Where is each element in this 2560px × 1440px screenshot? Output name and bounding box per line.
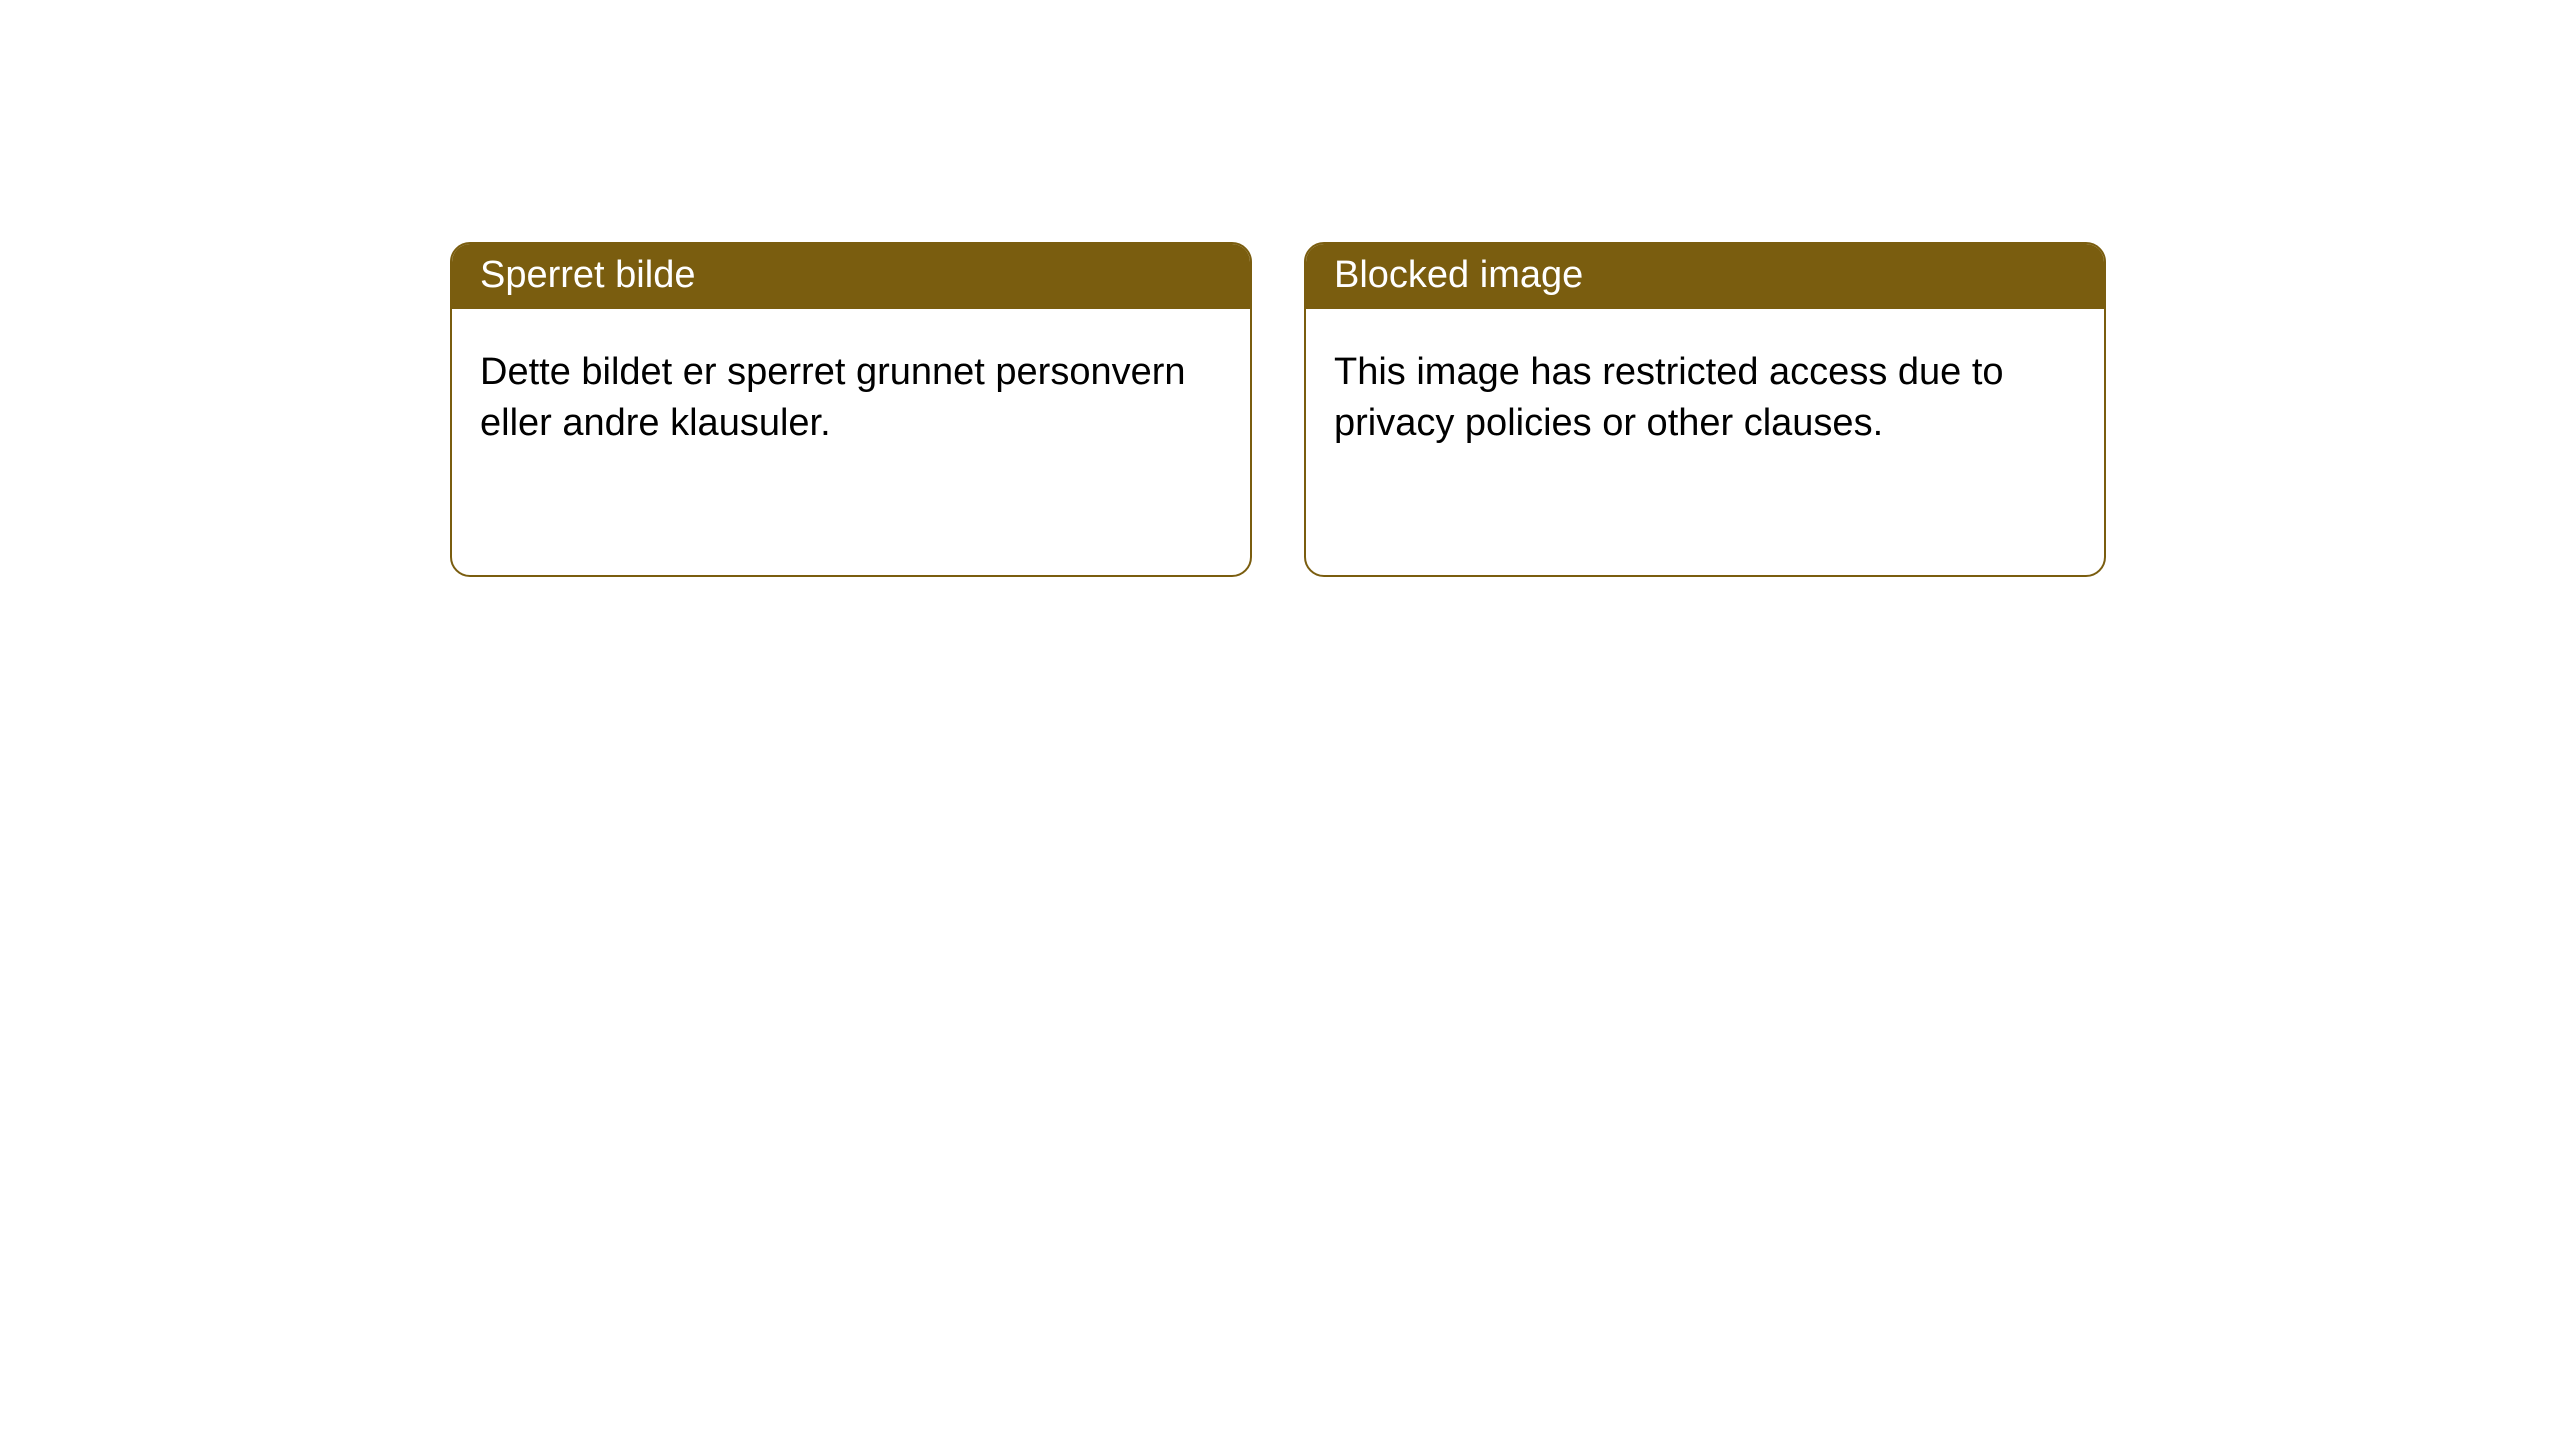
- blocked-image-card-no: Sperret bilde Dette bildet er sperret gr…: [450, 242, 1252, 577]
- card-body: This image has restricted access due to …: [1306, 309, 2104, 488]
- card-body: Dette bildet er sperret grunnet personve…: [452, 309, 1250, 488]
- card-header: Blocked image: [1306, 244, 2104, 309]
- blocked-image-card-en: Blocked image This image has restricted …: [1304, 242, 2106, 577]
- notice-container: Sperret bilde Dette bildet er sperret gr…: [0, 0, 2560, 577]
- card-header: Sperret bilde: [452, 244, 1250, 309]
